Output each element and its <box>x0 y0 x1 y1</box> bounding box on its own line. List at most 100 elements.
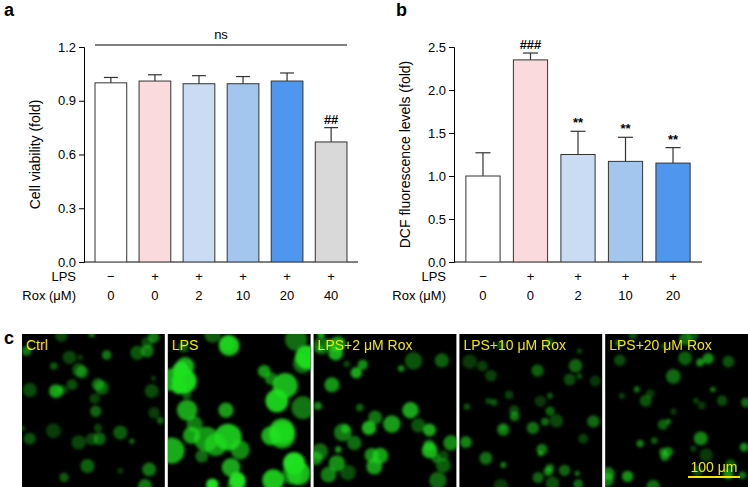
bar <box>95 83 127 262</box>
y-tick-mark <box>79 208 84 209</box>
error-bar-stem <box>530 53 531 60</box>
y-tick: 0.6 <box>58 147 84 162</box>
category-label: − <box>107 269 115 284</box>
cell <box>24 433 36 445</box>
category-row-label: LPS <box>51 269 76 284</box>
cell <box>50 362 58 370</box>
cell <box>531 364 543 376</box>
cell <box>90 406 101 417</box>
cell <box>218 402 233 417</box>
cells <box>460 338 601 487</box>
category-label: + <box>195 269 203 284</box>
error-bar <box>148 75 162 81</box>
y-tick-mark <box>79 101 84 102</box>
y-tick: 2.0 <box>428 83 454 98</box>
y-tick: 1.2 <box>58 40 84 55</box>
error-bar-stem <box>672 148 673 163</box>
y-tick-label: 0.9 <box>58 93 76 108</box>
error-bar-cap <box>570 131 585 132</box>
cell <box>273 373 298 398</box>
cell <box>94 424 102 432</box>
y-tick-mark <box>449 47 454 48</box>
bar <box>139 81 171 262</box>
annotation-line <box>95 45 347 46</box>
cell <box>538 451 543 456</box>
micrograph-label: LPS <box>172 337 198 353</box>
annotation: ** <box>573 115 584 130</box>
cell <box>295 346 310 370</box>
cell <box>351 367 363 379</box>
cell <box>142 463 156 477</box>
micrograph-label: LPS+10 μM Rox <box>463 337 566 353</box>
error-bar-stem <box>110 77 111 82</box>
cell <box>678 351 692 365</box>
cell <box>640 395 652 407</box>
bar <box>608 161 642 262</box>
plot-area <box>95 73 347 262</box>
y-tick-mark <box>79 47 84 48</box>
cell <box>723 356 735 368</box>
category-label: 20 <box>280 288 294 303</box>
category-label: 2 <box>195 288 202 303</box>
category-label: 2 <box>574 288 581 303</box>
micrograph: LPS <box>158 326 318 487</box>
error-bar-stem <box>242 77 243 84</box>
error-bar-cap <box>618 137 633 138</box>
cell <box>651 437 658 444</box>
cell <box>696 359 704 367</box>
error-bar-stem <box>198 76 199 84</box>
panel-label: c <box>4 328 14 348</box>
micrograph: LPS+2 μM Rox <box>309 330 458 487</box>
error-bar <box>236 77 250 84</box>
error-bar-cap <box>475 152 490 153</box>
cell <box>660 452 669 461</box>
category-label: + <box>669 269 677 284</box>
error-bar <box>665 148 680 163</box>
cell <box>187 416 203 432</box>
cells <box>314 334 457 487</box>
y-tick-label: 0.6 <box>58 147 76 162</box>
y-axis-title: DCF fluorescence levels (fold) <box>397 61 413 249</box>
cell <box>402 402 418 418</box>
error-bar-cap <box>665 147 680 148</box>
cell <box>497 423 510 436</box>
figure: a0.00.30.60.91.2Cell viability (fold)LPS… <box>0 0 748 487</box>
category-label: + <box>327 269 335 284</box>
bar <box>656 163 690 262</box>
cell <box>172 369 197 394</box>
y-tick-label: 2.5 <box>428 40 446 55</box>
cell <box>464 404 471 411</box>
y-axis: 0.00.30.60.91.2 <box>58 40 85 270</box>
cell <box>329 455 345 471</box>
cell <box>372 448 388 464</box>
cell <box>477 361 488 372</box>
cell <box>666 419 672 425</box>
error-bar <box>618 137 633 161</box>
cell <box>577 348 582 353</box>
cell <box>547 393 553 399</box>
category-label: + <box>574 269 582 284</box>
cell <box>89 393 100 404</box>
error-bar <box>280 73 294 81</box>
error-bar <box>324 128 338 142</box>
error-bar-stem <box>331 128 332 142</box>
error-bar-stem <box>577 131 578 154</box>
error-bar <box>104 77 118 82</box>
y-tick-mark <box>79 262 84 263</box>
error-bar-cap <box>280 72 294 73</box>
cell <box>86 433 98 445</box>
cell <box>703 353 714 364</box>
annotation: ** <box>620 121 631 136</box>
error-bar <box>570 131 585 154</box>
micrograph-label: LPS+2 μM Rox <box>318 337 413 353</box>
y-tick-label: 2.0 <box>428 83 446 98</box>
cell <box>23 383 37 397</box>
category-row-label: Rox (μM) <box>22 288 76 303</box>
error-bar-cap <box>324 127 338 128</box>
cell <box>717 395 727 405</box>
category-label: + <box>239 269 247 284</box>
bar <box>561 155 595 263</box>
category-label: 20 <box>666 288 680 303</box>
cell <box>545 406 554 415</box>
panel-label: b <box>396 0 407 20</box>
